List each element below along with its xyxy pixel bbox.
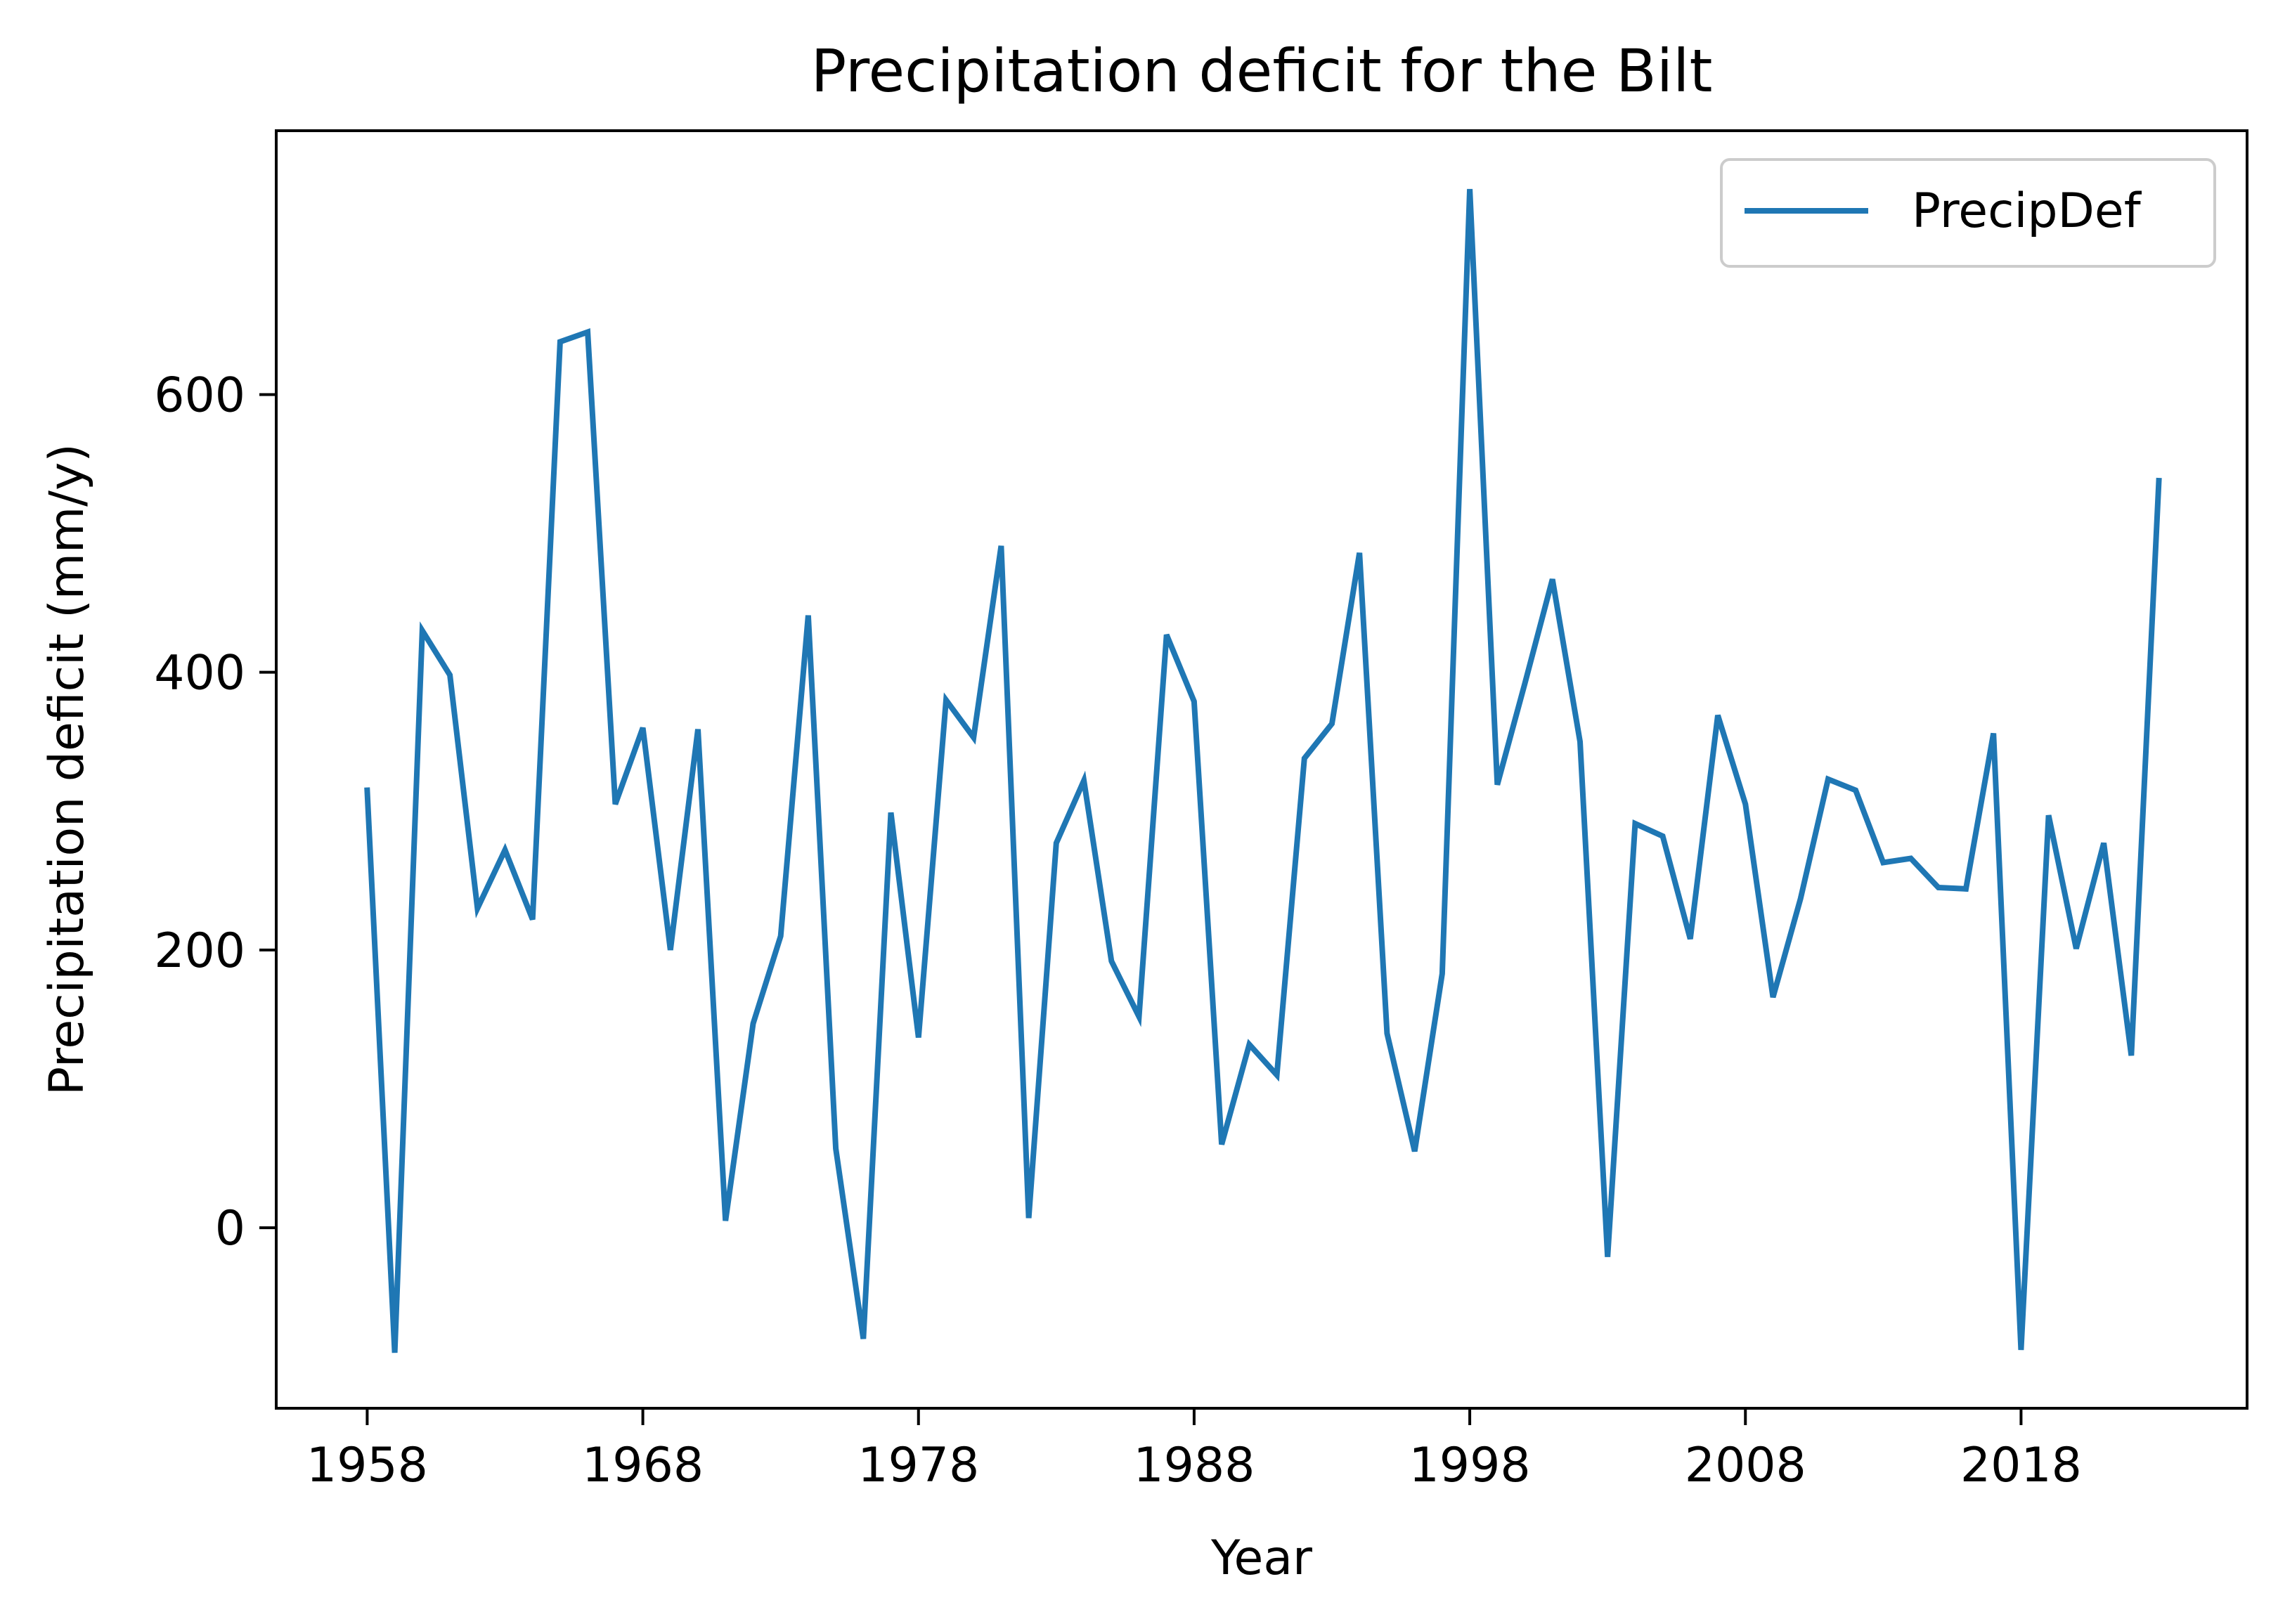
x-tick-label-1968: 1968 — [582, 1438, 704, 1493]
x-axis-label: Year — [1210, 1531, 1312, 1586]
x-tick-label-1978: 1978 — [858, 1438, 979, 1493]
x-tick-label-1958: 1958 — [306, 1438, 428, 1493]
x-tick-label-1988: 1988 — [1133, 1438, 1255, 1493]
legend-frame — [1720, 158, 2216, 268]
y-tick-label-0: 0 — [215, 1201, 245, 1256]
y-tick-label-600: 600 — [154, 368, 245, 423]
x-tick-label-2018: 2018 — [1960, 1438, 2082, 1493]
plot-frame — [275, 129, 2248, 1410]
legend: PrecipDef — [1720, 158, 2216, 268]
y-tick-label-400: 400 — [154, 646, 245, 701]
x-axis-ticks: 1958 1968 1978 1988 1998 2008 2018 — [306, 1408, 2082, 1493]
y-axis-label: Precipitation deficit (mm/y) — [39, 443, 95, 1096]
y-axis-ticks: 0 200 400 600 — [154, 368, 276, 1256]
x-tick-label-2008: 2008 — [1685, 1438, 1806, 1493]
y-tick-label-200: 200 — [154, 923, 245, 979]
legend-label-precipdef: PrecipDef — [1912, 183, 2142, 239]
chart-title: Precipitation deficit for the Bilt — [811, 37, 1713, 105]
x-tick-label-1998: 1998 — [1409, 1438, 1531, 1493]
series-line-precipdef — [364, 188, 2162, 1353]
